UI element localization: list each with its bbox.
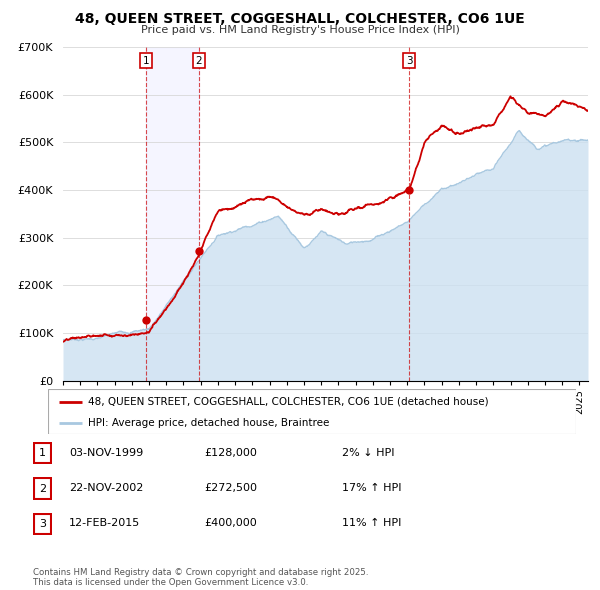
Text: 11% ↑ HPI: 11% ↑ HPI: [342, 519, 401, 528]
Text: 17% ↑ HPI: 17% ↑ HPI: [342, 483, 401, 493]
Text: 03-NOV-1999: 03-NOV-1999: [69, 448, 143, 457]
Text: Contains HM Land Registry data © Crown copyright and database right 2025.
This d: Contains HM Land Registry data © Crown c…: [33, 568, 368, 587]
Text: 2% ↓ HPI: 2% ↓ HPI: [342, 448, 395, 457]
Text: 3: 3: [39, 519, 46, 529]
Text: 3: 3: [406, 55, 413, 65]
Text: 1: 1: [143, 55, 149, 65]
Text: 2: 2: [196, 55, 202, 65]
Text: £400,000: £400,000: [204, 519, 257, 528]
Text: 48, QUEEN STREET, COGGESHALL, COLCHESTER, CO6 1UE (detached house): 48, QUEEN STREET, COGGESHALL, COLCHESTER…: [88, 397, 488, 407]
Text: £272,500: £272,500: [204, 483, 257, 493]
Text: £128,000: £128,000: [204, 448, 257, 457]
Text: 1: 1: [39, 448, 46, 458]
Text: 2: 2: [39, 484, 46, 493]
Text: 48, QUEEN STREET, COGGESHALL, COLCHESTER, CO6 1UE: 48, QUEEN STREET, COGGESHALL, COLCHESTER…: [75, 12, 525, 26]
Text: Price paid vs. HM Land Registry's House Price Index (HPI): Price paid vs. HM Land Registry's House …: [140, 25, 460, 35]
Text: HPI: Average price, detached house, Braintree: HPI: Average price, detached house, Brai…: [88, 418, 329, 428]
Bar: [146, 47, 199, 381]
Text: 22-NOV-2002: 22-NOV-2002: [69, 483, 143, 493]
Text: 12-FEB-2015: 12-FEB-2015: [69, 519, 140, 528]
